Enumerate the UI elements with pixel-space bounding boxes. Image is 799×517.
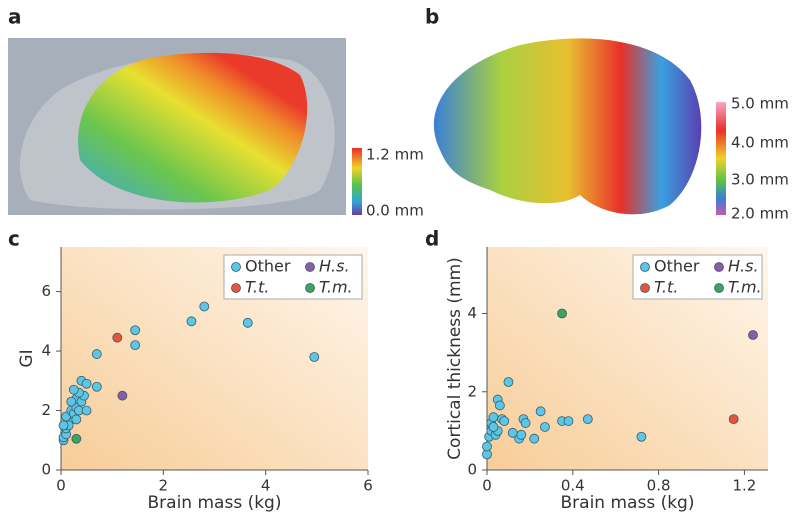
y-tick-label: 4 [467,304,477,322]
colorbar-label: 3.0 mm [731,171,789,189]
point [489,413,498,422]
point [92,350,101,359]
point [517,430,526,439]
point [310,353,319,362]
point [583,415,592,424]
y-tick-label: 2 [41,401,51,419]
legend-marker [641,263,650,272]
x-tick-label: 0 [56,477,66,495]
colorbar-b [716,102,726,215]
panel-label: d [425,227,439,251]
colorbar-label: 4.0 mm [731,134,789,152]
colorbar-label: 0.0 mm [366,202,424,220]
colorbar-label: 2.0 mm [731,205,789,223]
point [536,407,545,416]
legend-marker [232,263,241,272]
x-tick-label: 0.4 [561,477,585,495]
y-tick-label: 0 [467,461,477,479]
x-tick-label: 0.8 [647,477,671,495]
point [521,419,530,428]
legend-marker [232,284,241,293]
point [72,434,81,443]
panel-a-image [8,38,346,215]
x-tick-label: 6 [363,477,373,495]
point [558,309,567,318]
panel-label: b [425,5,439,29]
legend-label: T.m. [319,278,353,297]
legend-label: T.t. [654,278,678,297]
legend-marker [306,263,315,272]
legend-label: T.t. [245,278,269,297]
point [92,382,101,391]
point [500,417,509,426]
y-axis-title: Cortical thickness (mm) [445,257,465,460]
x-tick-label: 1.2 [732,477,756,495]
point [483,442,492,451]
x-tick-label: 2 [159,477,169,495]
legend-marker [715,284,724,293]
x-tick-label: 0 [482,477,492,495]
y-tick-label: 2 [467,382,477,400]
point [530,434,539,443]
legend-marker [715,263,724,272]
figure: 1.2 mm 0.0 mm 5.0 mm 4.0 mm 3.0 mm 2.0 m… [0,0,799,517]
point [82,379,91,388]
legend-marker [641,284,650,293]
legend-label: H.s. [319,257,350,276]
y-tick-label: 0 [41,461,51,479]
point [187,317,196,326]
x-axis-title: Brain mass (kg) [148,493,282,513]
legend-label: T.m. [728,278,762,297]
x-tick-label: 4 [261,477,271,495]
colorbar-a [352,148,362,215]
point [748,331,757,340]
y-axis-title: GI [17,349,37,367]
x-axis-title: Brain mass (kg) [561,493,695,513]
panel-label: c [8,227,20,251]
point [504,377,513,386]
panel-b-image [434,38,701,214]
point [118,391,127,400]
colorbar-label: 5.0 mm [731,95,789,113]
point [67,397,76,406]
y-tick-label: 4 [41,342,51,360]
y-tick-label: 6 [41,282,51,300]
point [131,341,140,350]
legend-label: Other [245,257,291,276]
legend-label: Other [654,257,700,276]
point [729,415,738,424]
point [564,417,573,426]
point [82,406,91,415]
legend-label: H.s. [728,257,759,276]
point [495,401,504,410]
point [131,326,140,335]
point [540,422,549,431]
legend-marker [306,284,315,293]
point [72,415,81,424]
point [489,422,498,431]
point [59,421,68,430]
point [200,302,209,311]
point [113,333,122,342]
panel-label: a [8,5,22,29]
point [637,432,646,441]
point [69,385,78,394]
point [243,318,252,327]
colorbar-label: 1.2 mm [366,146,424,164]
